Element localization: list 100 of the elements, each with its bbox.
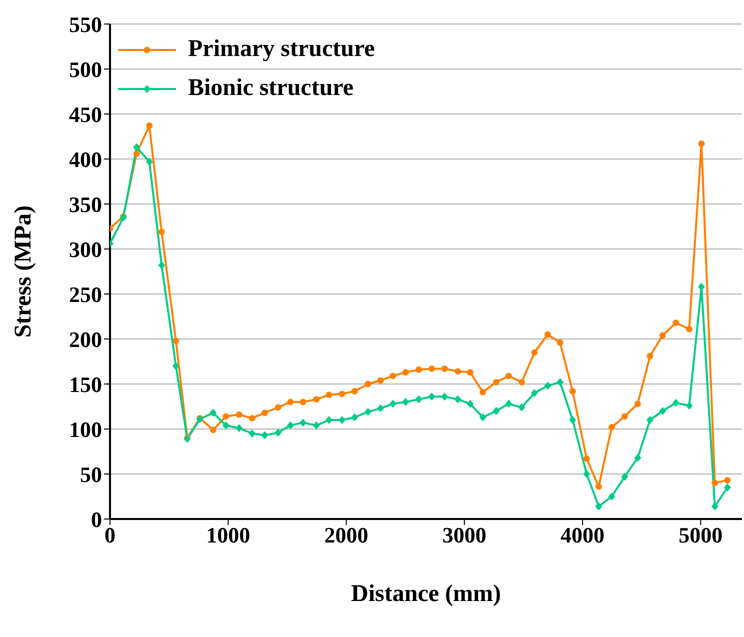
y-tick-label: 250 — [69, 282, 102, 307]
point — [248, 430, 256, 438]
point — [261, 431, 268, 440]
point — [364, 380, 372, 388]
point — [133, 150, 140, 157]
point — [492, 379, 500, 386]
x-axis-title: Distance (mm) — [351, 581, 501, 607]
point — [402, 398, 410, 406]
point — [480, 388, 486, 396]
point — [133, 143, 140, 152]
point — [556, 378, 564, 386]
point — [286, 421, 294, 430]
point — [531, 349, 538, 356]
point — [505, 372, 512, 380]
point — [595, 502, 602, 510]
point — [326, 416, 333, 424]
point — [686, 402, 693, 410]
point — [274, 404, 282, 411]
point — [262, 410, 268, 416]
point — [172, 362, 180, 370]
point — [390, 372, 396, 380]
y-tick-label: 0 — [91, 506, 102, 532]
point — [428, 392, 436, 401]
point — [300, 418, 307, 427]
point — [466, 400, 474, 408]
point — [724, 484, 731, 492]
point — [454, 395, 462, 404]
y-tick-label: 400 — [69, 146, 102, 172]
y-tick-label: 350 — [69, 192, 102, 217]
point — [210, 408, 217, 417]
point — [672, 320, 680, 326]
point — [222, 413, 230, 420]
point — [454, 368, 461, 375]
point — [313, 396, 320, 402]
point — [583, 470, 590, 478]
point — [544, 331, 551, 338]
point — [338, 390, 346, 398]
point — [377, 404, 384, 412]
point — [556, 339, 564, 346]
point — [712, 480, 718, 486]
x-tick-label: 1000 — [206, 522, 250, 548]
point — [416, 366, 422, 373]
point — [711, 502, 718, 510]
point — [326, 392, 332, 398]
point — [583, 456, 590, 462]
point — [274, 428, 282, 437]
point — [505, 400, 512, 408]
point — [634, 454, 642, 462]
point — [236, 424, 243, 432]
point — [544, 382, 552, 390]
point — [377, 377, 384, 384]
y-tick-label: 550 — [69, 12, 102, 37]
point — [351, 388, 358, 394]
point — [146, 158, 153, 166]
point — [248, 415, 256, 422]
y-tick-label: 450 — [69, 102, 102, 127]
point — [287, 398, 294, 406]
point — [415, 395, 422, 404]
point — [402, 369, 409, 376]
point — [236, 411, 242, 418]
point — [364, 408, 372, 416]
point — [518, 379, 525, 386]
point — [634, 400, 641, 407]
point — [466, 369, 474, 376]
point — [608, 424, 615, 430]
x-tick-label: 2000 — [324, 522, 368, 548]
point — [659, 332, 666, 339]
y-tick-label: 50 — [80, 462, 102, 487]
point — [146, 122, 153, 129]
point — [518, 403, 526, 412]
point — [492, 407, 500, 415]
legend-label: Bionic structure — [188, 75, 354, 102]
point — [222, 421, 230, 430]
point — [646, 416, 654, 424]
point — [300, 398, 306, 406]
point — [569, 416, 576, 424]
point — [659, 407, 666, 415]
point — [389, 400, 396, 408]
point — [158, 228, 165, 236]
point — [428, 366, 435, 372]
y-tick-label: 100 — [69, 416, 102, 442]
point — [672, 398, 680, 407]
point — [441, 366, 448, 372]
y-axis-title: Stress (MPa) — [10, 205, 37, 338]
point — [338, 416, 346, 424]
point — [646, 352, 654, 360]
point — [698, 140, 705, 147]
point — [569, 388, 576, 394]
y-tick-label: 200 — [69, 326, 102, 352]
point — [351, 413, 358, 422]
y-tick-label: 500 — [69, 56, 102, 82]
point — [158, 261, 166, 270]
y-tick-label: 150 — [69, 372, 102, 397]
point — [479, 413, 486, 422]
x-tick-label: 5000 — [678, 522, 723, 548]
point — [312, 421, 320, 430]
y-tick-label: 300 — [69, 236, 102, 262]
point — [621, 413, 628, 420]
point — [210, 426, 216, 434]
point — [608, 492, 616, 500]
